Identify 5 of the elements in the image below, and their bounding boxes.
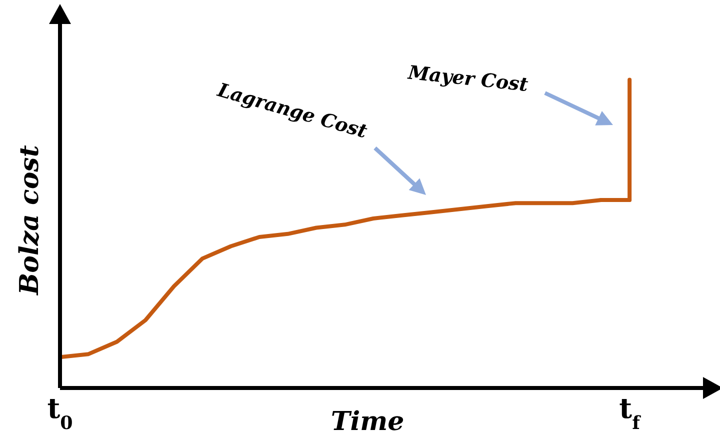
x-axis-title: Time <box>330 407 404 436</box>
x-tick-label: t$_{0}$ <box>47 392 73 434</box>
annotation: Mayer Cost <box>406 62 530 96</box>
y-axis-title: Bolza cost <box>15 145 45 296</box>
x-tick-label: t$_{f}$ <box>619 392 642 434</box>
